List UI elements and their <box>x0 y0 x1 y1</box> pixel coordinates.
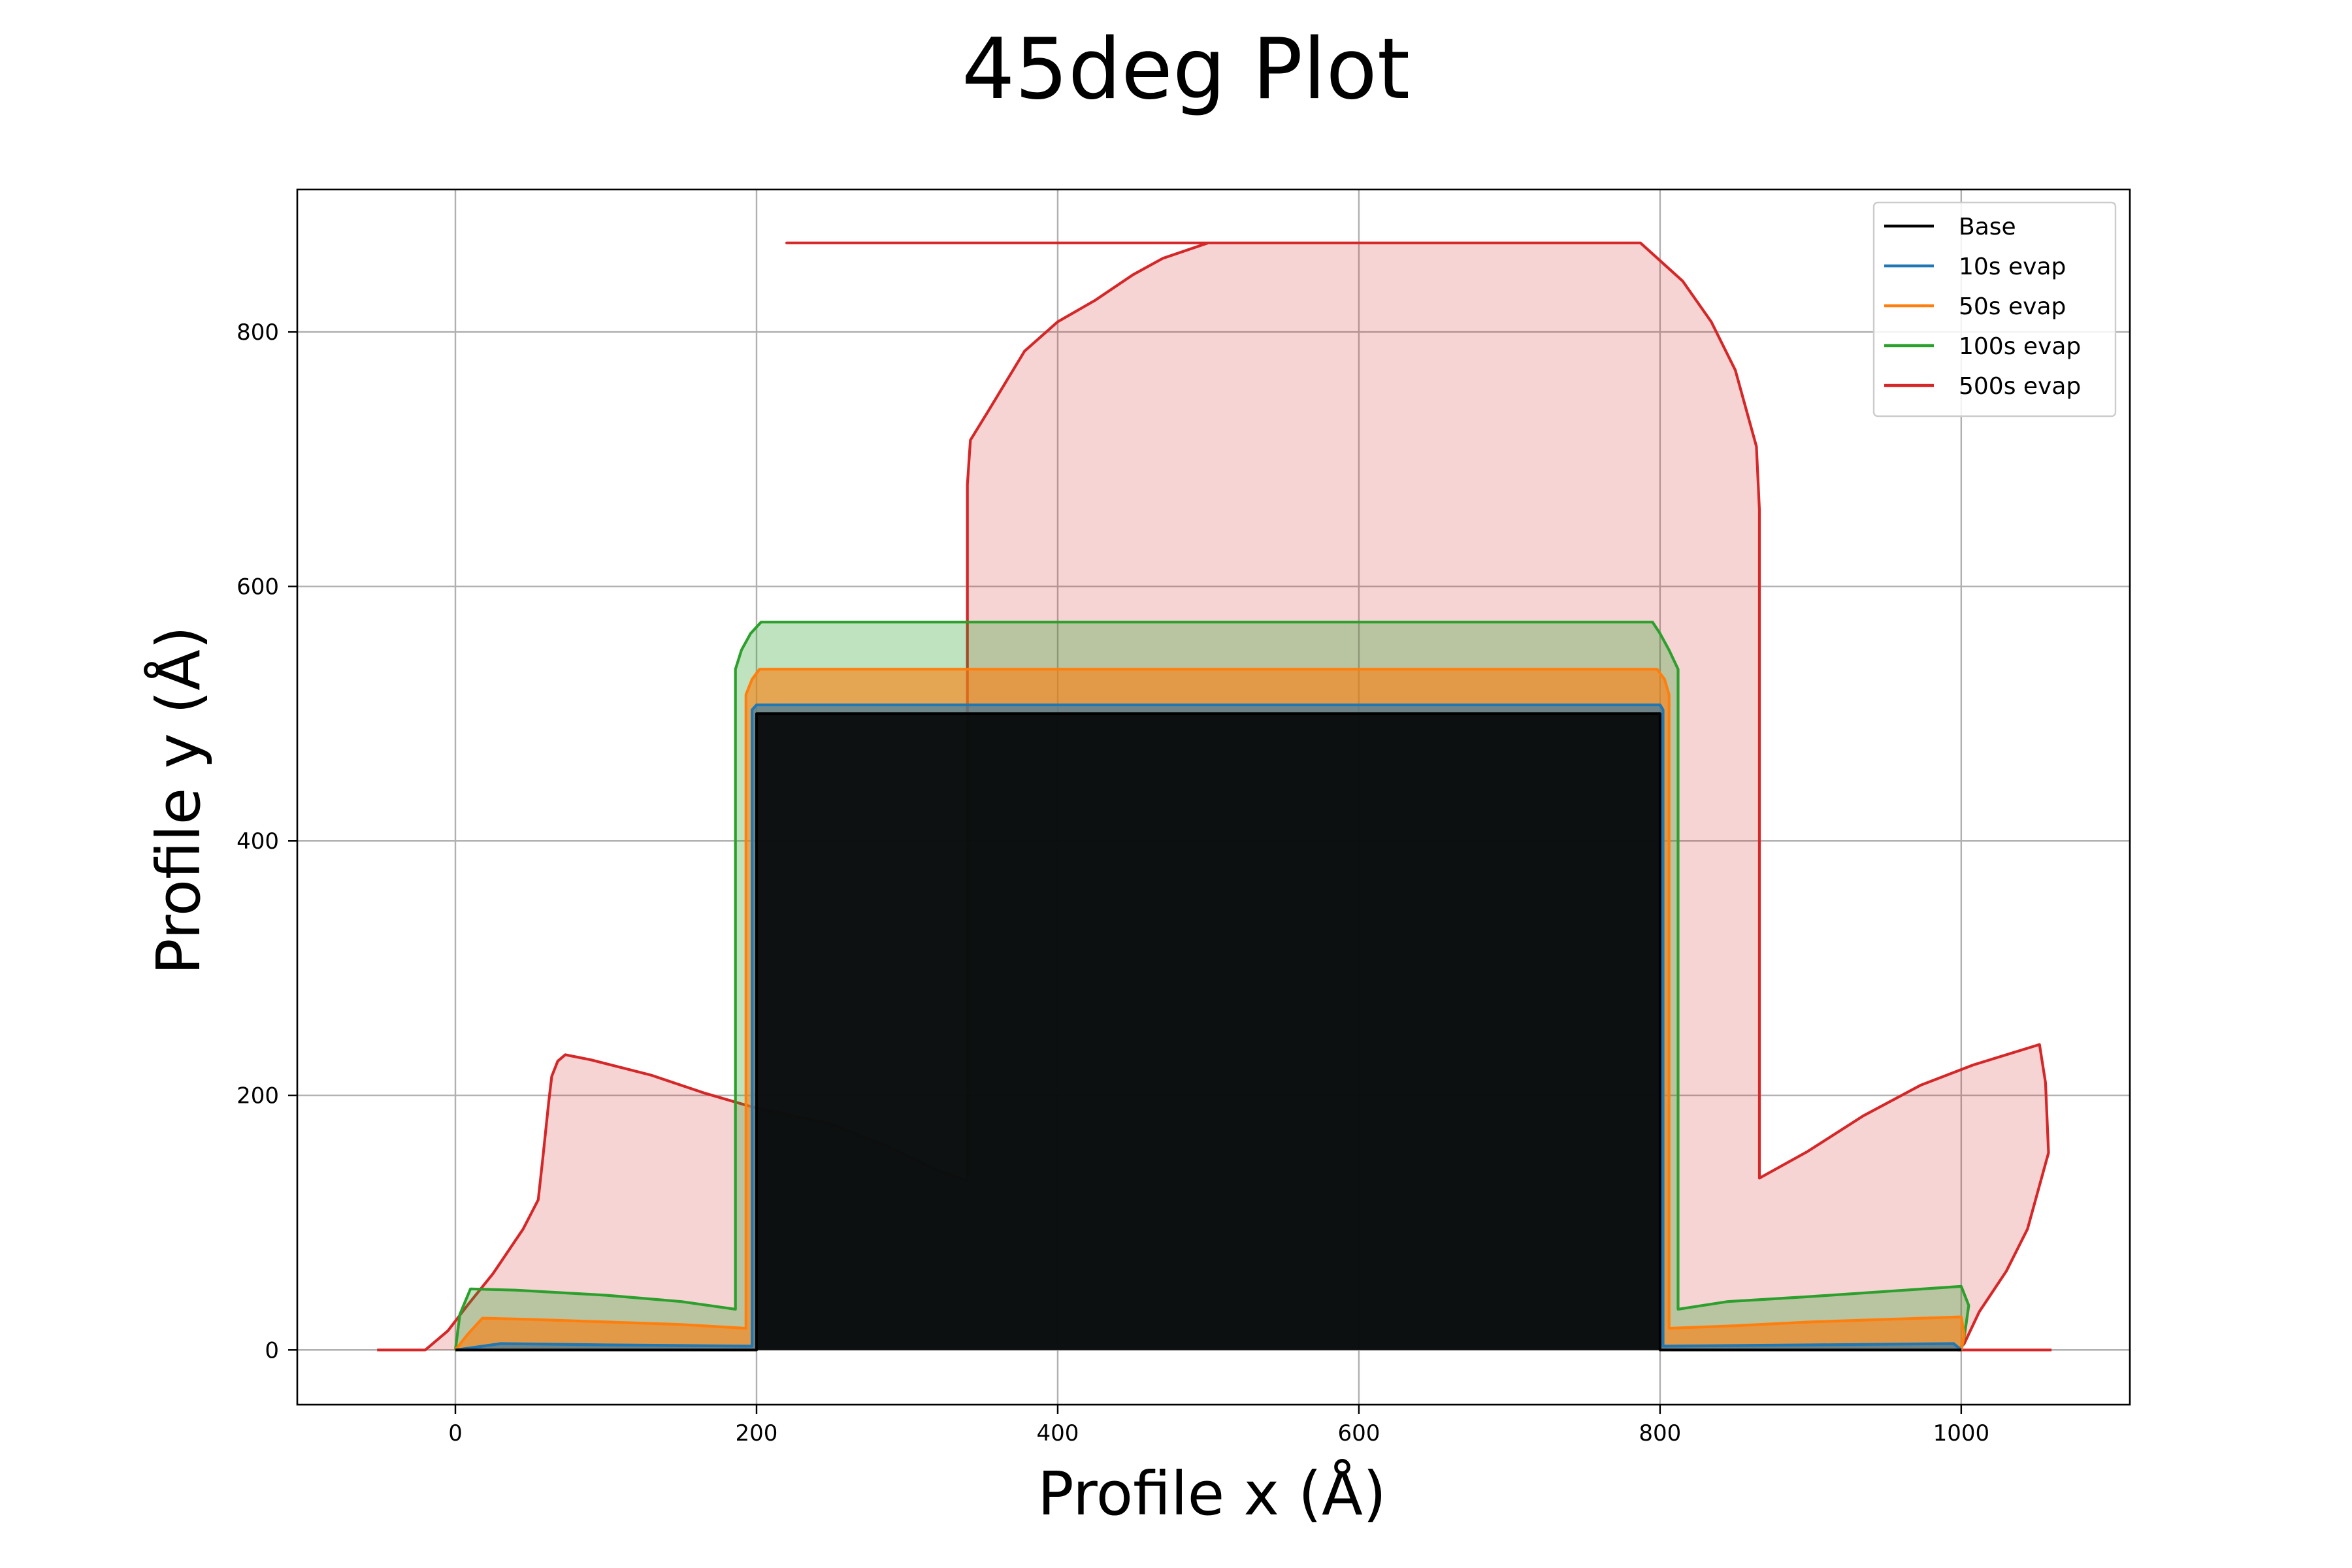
legend-box <box>1872 201 2117 417</box>
plot-frame <box>296 188 2131 1406</box>
legend-label-10s-evap: 10s evap <box>1959 253 2066 280</box>
y-axis-label: Profile y (Å) <box>143 626 214 975</box>
y-tick-label: 0 <box>265 1337 279 1364</box>
ticks: 0 200 400 600 800 1000 0 200 400 600 800 <box>237 319 1989 1446</box>
y-tick-label: 400 <box>237 828 279 855</box>
x-tick-label: 600 <box>1337 1420 1380 1446</box>
legend: Base 10s evap 50s evap 100s evap 500s evap <box>1872 201 2117 417</box>
legend-label-500s-evap: 500s evap <box>1959 373 2081 400</box>
x-tick-label: 0 <box>448 1420 463 1446</box>
series-line-10s-evap <box>455 703 1963 1352</box>
series-line-500s-evap <box>377 241 2052 1352</box>
y-tick-label: 200 <box>237 1083 279 1109</box>
series-layer <box>377 241 2052 1352</box>
legend-label-base: Base <box>1959 214 2016 240</box>
x-tick-label: 1000 <box>1933 1420 1990 1446</box>
x-tick-label: 800 <box>1639 1420 1681 1446</box>
series-line-50s-evap <box>454 668 1966 1351</box>
x-axis-label: Profile x (Å) <box>1037 1458 1386 1529</box>
x-tick-label: 200 <box>736 1420 778 1446</box>
series-line-base <box>455 712 1961 1352</box>
y-tick-label: 800 <box>237 319 279 346</box>
legend-label-100s-evap: 100s evap <box>1959 333 2081 360</box>
x-tick-label: 400 <box>1036 1420 1079 1446</box>
y-tick-label: 600 <box>237 574 279 600</box>
series-fill-base <box>455 713 1961 1350</box>
chart-title: 45deg Plot <box>962 21 1410 118</box>
legend-label-50s-evap: 50s evap <box>1959 293 2066 320</box>
series-line-100s-evap <box>453 621 1970 1350</box>
